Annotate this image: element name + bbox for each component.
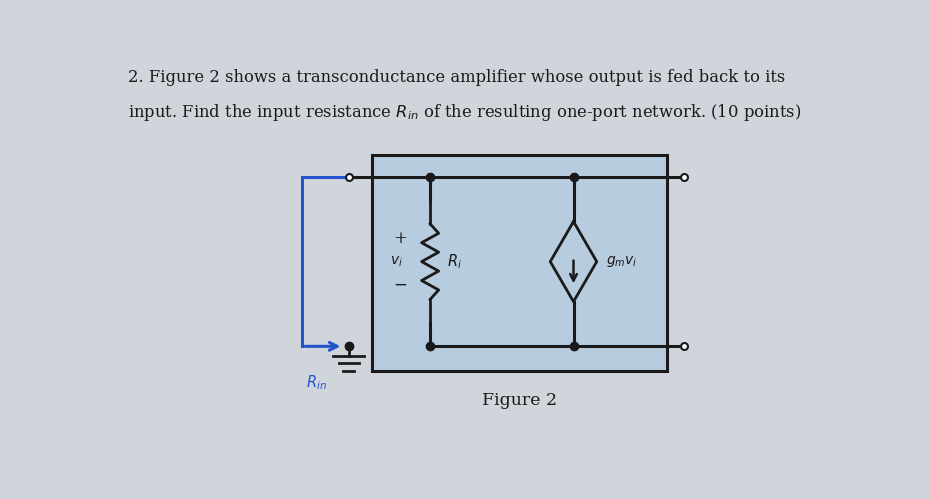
Text: +: +: [393, 230, 407, 247]
Text: $R_{in}$: $R_{in}$: [306, 373, 327, 392]
Text: −: −: [393, 276, 407, 293]
Text: $g_mv_i$: $g_mv_i$: [606, 254, 638, 269]
Bar: [372, 155, 667, 371]
Text: Figure 2: Figure 2: [482, 392, 557, 409]
Text: $v_i$: $v_i$: [391, 254, 404, 269]
Text: 2. Figure 2 shows a transconductance amplifier whose output is fed back to its: 2. Figure 2 shows a transconductance amp…: [127, 69, 785, 86]
Text: $R_i$: $R_i$: [447, 252, 462, 271]
Text: input. Find the input resistance $R_{in}$ of the resulting one-port network. (10: input. Find the input resistance $R_{in}…: [127, 102, 801, 123]
